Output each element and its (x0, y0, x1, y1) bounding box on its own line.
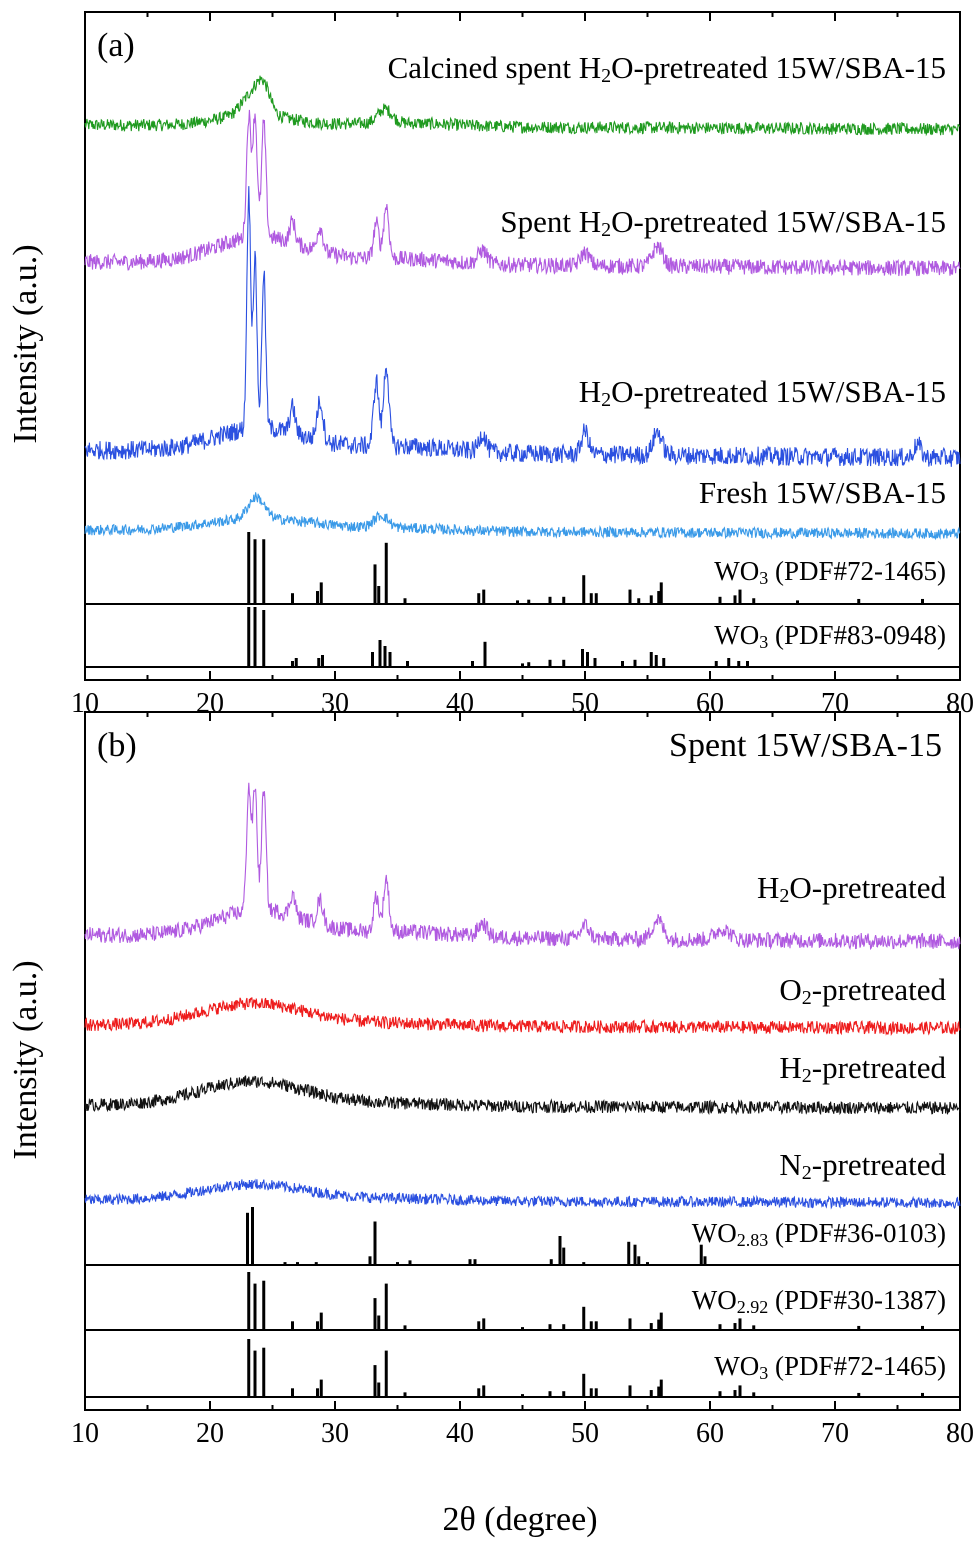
series-label: WO3 (PDF#72-1465) (714, 556, 946, 588)
series-label: O2-pretreated (779, 972, 946, 1009)
series-label: WO3 (PDF#83-0948) (714, 620, 946, 652)
x-tick-label: 10 (71, 1418, 99, 1449)
series-line (84, 186, 961, 468)
panel-label: (a) (97, 27, 135, 64)
series-5: WO3 (PDF#83-0948) (85, 607, 960, 668)
series-line (84, 109, 961, 277)
x-tick-label: 30 (321, 1418, 349, 1449)
series-label: WO2.83 (PDF#36-0103) (692, 1218, 946, 1250)
panel-title: Spent 15W/SBA-15 (669, 727, 942, 764)
series-line (84, 75, 961, 137)
y-axis-label-b: Intensity (a.u.) (7, 960, 44, 1159)
series-line (84, 1075, 961, 1116)
series-4: WO2.83 (PDF#36-0103) (85, 1207, 960, 1266)
series-2: H2-pretreated (84, 1050, 961, 1116)
series-3: N2-pretreated (84, 1147, 961, 1210)
series-1: O2-pretreated (84, 972, 961, 1036)
series-label: WO2.92 (PDF#30-1387) (692, 1285, 946, 1317)
series-label: H2O-pretreated (757, 870, 947, 907)
x-axis-label: 2θ (degree) (442, 1501, 597, 1538)
x-tick-label: 80 (946, 1418, 974, 1449)
series-6: WO3 (PDF#72-1465) (85, 1339, 960, 1398)
x-tick-label: 60 (696, 1418, 724, 1449)
series-line (84, 1178, 961, 1210)
series-line (84, 492, 961, 541)
series-1: Spent H2O-pretreated 15W/SBA-15 (84, 109, 961, 277)
series-label: N2-pretreated (779, 1147, 946, 1184)
x-tick-label: 20 (196, 1418, 224, 1449)
series-line (84, 997, 961, 1036)
series-5: WO2.92 (PDF#30-1387) (85, 1272, 960, 1331)
series-label: H2O-pretreated 15W/SBA-15 (579, 374, 946, 411)
series-0: H2O-pretreated (84, 782, 961, 951)
panel-a: 10 20 30 40 50 60 70 80(a)Calcined spent H2O-pr… (71, 11, 974, 719)
panel-label: (b) (97, 727, 137, 764)
x-tick-label: 40 (446, 1418, 474, 1449)
series-label: Calcined spent H2O-pretreated 15W/SBA-15 (388, 50, 946, 87)
series-line (84, 782, 961, 951)
series-0: Calcined spent H2O-pretreated 15W/SBA-15 (84, 50, 961, 137)
x-tick-label: 50 (571, 1418, 599, 1449)
series-3: Fresh 15W/SBA-15 (84, 475, 961, 541)
panel-b: 10 20 30 40 50 60 70 80 (b) Spent 15W/SBA-15 H2O-p… (71, 711, 974, 1449)
series-4: WO3 (PDF#72-1465) (85, 532, 960, 605)
y-axis-label-a: Intensity (a.u.) (7, 244, 44, 443)
series-label: WO3 (PDF#72-1465) (714, 1351, 946, 1383)
series-label: Spent H2O-pretreated 15W/SBA-15 (500, 204, 946, 241)
series-label: Fresh 15W/SBA-15 (699, 475, 946, 510)
series-2: H2O-pretreated 15W/SBA-15 (84, 186, 961, 468)
series-label: H2-pretreated (779, 1050, 946, 1087)
x-tick-label: 70 (821, 1418, 849, 1449)
